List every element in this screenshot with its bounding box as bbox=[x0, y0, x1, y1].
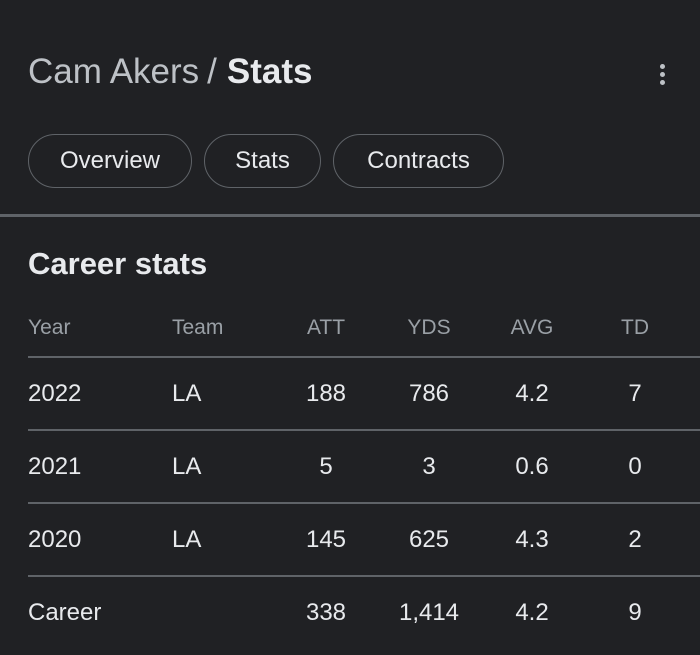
page-title: Stats bbox=[226, 52, 313, 91]
table-total-row: Career 338 1,414 4.2 9 bbox=[28, 576, 700, 648]
more-vert-icon bbox=[659, 63, 665, 69]
cell-yds: 625 bbox=[386, 503, 472, 577]
column-header-team: Team bbox=[172, 300, 266, 358]
cell-td: 0 bbox=[592, 430, 678, 504]
cell-yds: 3 bbox=[386, 430, 472, 504]
cell-avg: 4.2 bbox=[472, 357, 592, 431]
table-row: 2021 LA 5 3 0.6 0 bbox=[28, 430, 700, 504]
breadcrumb-player-name[interactable]: Cam Akers bbox=[28, 52, 200, 91]
cell-year: 2021 bbox=[28, 430, 172, 504]
cell-avg: 4.3 bbox=[472, 503, 592, 577]
column-header-att: ATT bbox=[266, 300, 386, 358]
tab-overview[interactable]: Overview bbox=[28, 134, 192, 188]
column-header-yds: YDS bbox=[386, 300, 472, 358]
tab-bar: Overview Stats Contracts bbox=[28, 134, 504, 188]
cell-team-link[interactable]: LA bbox=[172, 357, 266, 431]
table-row: 2020 LA 145 625 4.3 2 bbox=[28, 503, 700, 577]
column-padding bbox=[678, 300, 700, 358]
breadcrumb-separator: / bbox=[207, 52, 217, 91]
cell-padding bbox=[678, 430, 700, 504]
more-vert-icon bbox=[659, 79, 665, 85]
cell-avg: 0.6 bbox=[472, 430, 592, 504]
cell-att: 145 bbox=[266, 503, 386, 577]
cell-team-link[interactable]: LA bbox=[172, 430, 266, 504]
cell-yds: 1,414 bbox=[398, 598, 460, 626]
cell-td: 2 bbox=[592, 503, 678, 577]
cell-year: 2022 bbox=[28, 357, 172, 431]
cell-td: 9 bbox=[628, 598, 642, 626]
more-vert-icon bbox=[659, 71, 665, 77]
tab-stats[interactable]: Stats bbox=[204, 134, 321, 188]
breadcrumb: Cam Akers / Stats bbox=[28, 50, 312, 94]
cell-td: 7 bbox=[592, 357, 678, 431]
cell-att: 338 bbox=[305, 598, 347, 626]
column-header-avg: AVG bbox=[472, 300, 592, 358]
section-title: Career stats bbox=[28, 246, 208, 281]
cell-att: 188 bbox=[266, 357, 386, 431]
table-row: 2022 LA 188 786 4.2 7 bbox=[28, 357, 700, 431]
table-header-row: Year Team ATT YDS AVG TD bbox=[28, 300, 700, 358]
cell-padding bbox=[678, 357, 700, 431]
tab-contracts[interactable]: Contracts bbox=[333, 134, 504, 188]
cell-team-link[interactable]: LA bbox=[172, 503, 266, 577]
column-header-td: TD bbox=[592, 300, 678, 358]
cell-yds: 786 bbox=[386, 357, 472, 431]
column-header-year: Year bbox=[28, 300, 172, 358]
career-stats-table: Year Team ATT YDS AVG TD 2022 LA 188 786… bbox=[28, 300, 700, 648]
cell-padding bbox=[678, 576, 700, 648]
cell-padding bbox=[678, 503, 700, 577]
cell-year: 2020 bbox=[28, 503, 172, 577]
more-options-button[interactable] bbox=[650, 58, 674, 90]
section-divider bbox=[0, 214, 700, 217]
cell-year: Career bbox=[28, 598, 102, 626]
cell-att: 5 bbox=[266, 430, 386, 504]
cell-avg: 4.2 bbox=[515, 598, 549, 626]
cell-team bbox=[172, 576, 266, 648]
